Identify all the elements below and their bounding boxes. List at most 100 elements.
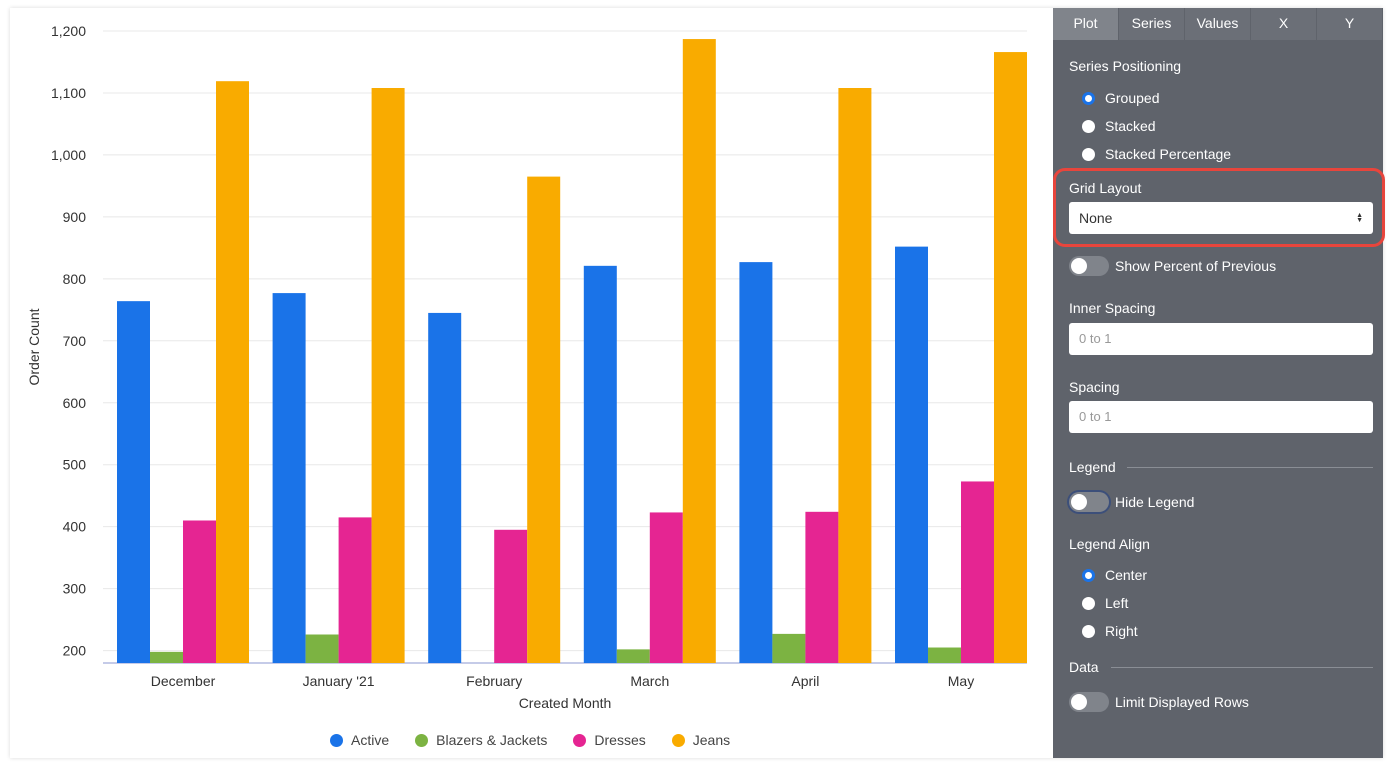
bar-blazers-jackets bbox=[150, 651, 183, 663]
radio-stacked-percentage[interactable]: Stacked Percentage bbox=[1082, 146, 1231, 162]
radio-grouped[interactable]: Grouped bbox=[1082, 90, 1159, 106]
radio-label: Stacked Percentage bbox=[1105, 146, 1232, 162]
spacing-label: Spacing bbox=[1069, 379, 1120, 395]
bar-dresses bbox=[494, 529, 528, 663]
y-tick-label: 500 bbox=[63, 457, 87, 473]
x-tick-label: May bbox=[948, 673, 974, 689]
bar-dresses bbox=[805, 511, 839, 663]
bar-blazers-jackets bbox=[772, 633, 806, 663]
series-positioning-label: Series Positioning bbox=[1069, 58, 1182, 74]
data-heading: Data bbox=[1069, 659, 1099, 675]
radio-label: Right bbox=[1105, 623, 1138, 639]
legend-label: Dresses bbox=[594, 732, 646, 748]
bar-chart: 200 300 400 500 600 700 800 900 1,000 1,100 1,200 D… bbox=[26, 23, 1027, 711]
legend-align-label: Legend Align bbox=[1069, 536, 1150, 552]
inner-spacing-label: Inner Spacing bbox=[1069, 300, 1156, 316]
bar-dresses bbox=[961, 481, 994, 663]
divider bbox=[1111, 667, 1373, 668]
bar-jeans bbox=[527, 176, 561, 663]
bar-jeans bbox=[838, 88, 872, 664]
y-tick-label: 1,100 bbox=[51, 85, 86, 101]
grid-layout-label: Grid Layout bbox=[1069, 180, 1142, 196]
y-tick-label: 1,000 bbox=[51, 147, 86, 163]
hide-legend-toggle[interactable]: Hide Legend bbox=[1069, 492, 1194, 512]
y-tick-label: 400 bbox=[63, 519, 87, 535]
settings-panel: Plot Series Values X Y Series Positionin… bbox=[1053, 8, 1383, 758]
show-percent-toggle[interactable]: Show Percent of Previous bbox=[1069, 256, 1276, 276]
bar-active bbox=[117, 301, 150, 663]
radio-center[interactable]: Center bbox=[1082, 567, 1147, 583]
radio-label: Stacked bbox=[1105, 118, 1156, 134]
chart-legend: Active Blazers & Jackets Dresses Jeans bbox=[330, 732, 730, 748]
bar-jeans bbox=[371, 88, 405, 664]
bar-active bbox=[895, 246, 928, 663]
panel-tabs: Plot Series Values X Y bbox=[1053, 8, 1383, 40]
x-tick-label: January '21 bbox=[303, 673, 375, 689]
limit-rows-toggle[interactable]: Limit Displayed Rows bbox=[1069, 692, 1249, 712]
tab-plot[interactable]: Plot bbox=[1053, 8, 1119, 40]
grid-layout-select[interactable]: None ▲ ▼ bbox=[1069, 202, 1373, 234]
radio-left[interactable]: Left bbox=[1082, 595, 1128, 611]
radio-checked-icon bbox=[1082, 91, 1095, 105]
radio-unchecked-icon bbox=[1082, 119, 1095, 133]
toggle-switch[interactable] bbox=[1069, 692, 1109, 712]
y-tick-label: 1,200 bbox=[51, 23, 86, 39]
radio-label: Grouped bbox=[1105, 90, 1160, 106]
y-tick-label: 900 bbox=[63, 209, 87, 225]
toggle-switch[interactable] bbox=[1069, 256, 1109, 276]
bar-active bbox=[583, 265, 617, 663]
select-value: None bbox=[1079, 210, 1113, 226]
legend-item[interactable]: Active bbox=[330, 732, 389, 748]
legend-dot-icon bbox=[573, 734, 587, 747]
y-axis-title: Order Count bbox=[26, 308, 42, 385]
legend-item[interactable]: Jeans bbox=[671, 732, 731, 748]
tab-values[interactable]: Values bbox=[1185, 8, 1251, 40]
x-tick-label: March bbox=[630, 673, 669, 689]
toggle-label: Hide Legend bbox=[1115, 494, 1195, 510]
legend-dot-icon bbox=[671, 734, 685, 747]
legend-heading: Legend bbox=[1069, 459, 1116, 475]
bar-active bbox=[428, 312, 462, 663]
radio-label: Center bbox=[1105, 567, 1148, 583]
legend-item[interactable]: Dresses bbox=[573, 732, 646, 748]
radio-label: Left bbox=[1105, 595, 1129, 611]
spacing-input[interactable]: 0 to 1 bbox=[1069, 401, 1373, 433]
radio-checked-icon bbox=[1082, 568, 1095, 582]
inner-spacing-input[interactable]: 0 to 1 bbox=[1069, 323, 1373, 355]
toggle-label: Show Percent of Previous bbox=[1115, 258, 1277, 274]
radio-unchecked-icon bbox=[1082, 596, 1095, 610]
updown-arrow-icon: ▲ ▼ bbox=[1356, 212, 1363, 224]
divider bbox=[1127, 467, 1373, 468]
tab-x[interactable]: X bbox=[1251, 8, 1317, 40]
y-tick-label: 800 bbox=[63, 271, 87, 287]
bar-blazers-jackets bbox=[616, 649, 650, 663]
tab-y[interactable]: Y bbox=[1317, 8, 1383, 40]
radio-unchecked-icon bbox=[1082, 624, 1095, 638]
bar-jeans bbox=[994, 52, 1027, 664]
legend-item[interactable]: Blazers & Jackets bbox=[415, 732, 547, 748]
bar-blazers-jackets bbox=[305, 634, 339, 663]
highlight-box bbox=[1053, 168, 1385, 247]
legend-label: Jeans bbox=[692, 732, 731, 748]
bar-dresses bbox=[649, 512, 683, 663]
y-tick-label: 300 bbox=[63, 581, 87, 597]
legend-dot-icon bbox=[415, 734, 429, 747]
radio-unchecked-icon bbox=[1082, 147, 1095, 161]
y-tick-label: 700 bbox=[63, 333, 87, 349]
bar-jeans bbox=[216, 81, 249, 663]
radio-right[interactable]: Right bbox=[1082, 623, 1138, 639]
x-tick-label: February bbox=[466, 673, 522, 689]
toggle-switch[interactable] bbox=[1069, 492, 1109, 512]
radio-stacked[interactable]: Stacked bbox=[1082, 118, 1156, 134]
bar-active bbox=[272, 293, 306, 663]
x-tick-label: December bbox=[151, 673, 216, 689]
bar-dresses bbox=[338, 517, 372, 663]
y-tick-label: 600 bbox=[63, 395, 87, 411]
tab-series[interactable]: Series bbox=[1119, 8, 1185, 40]
x-tick-label: April bbox=[791, 673, 819, 689]
legend-dot-icon bbox=[330, 734, 343, 747]
bar-active bbox=[739, 262, 773, 663]
legend-label: Active bbox=[351, 732, 390, 748]
bar-dresses bbox=[183, 520, 216, 663]
bar-blazers-jackets bbox=[928, 647, 961, 663]
